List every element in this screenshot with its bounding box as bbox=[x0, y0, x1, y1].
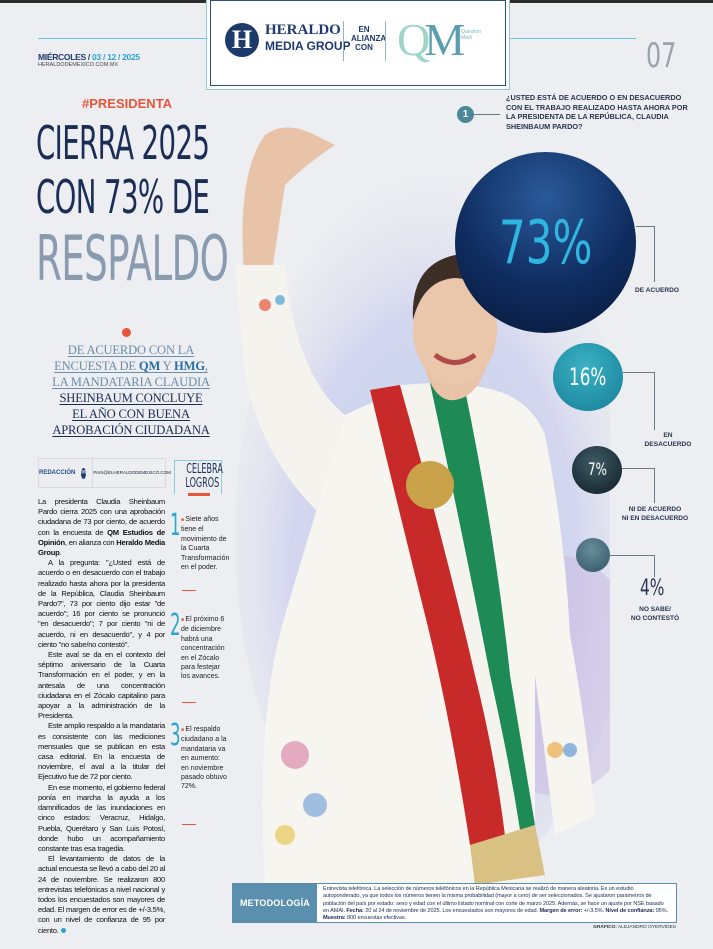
divider bbox=[385, 21, 386, 61]
article-body: La presidenta Claudia Sheinbaum Pardo ci… bbox=[38, 497, 165, 935]
email-icon: ✉ bbox=[81, 467, 87, 479]
result-bubble-no-sabe bbox=[576, 538, 610, 572]
header-rule bbox=[506, 38, 636, 39]
end-mark bbox=[60, 927, 66, 933]
methodology-box: METODOLOGÍA Entrevista telefónica. La se… bbox=[232, 883, 677, 923]
result-label: DE ACUERDO bbox=[634, 287, 680, 294]
headline: CIERRA 2025 CON 73% DE RESPALDO bbox=[36, 116, 229, 295]
heraldo-logo-icon: H bbox=[225, 23, 259, 57]
accent-dot bbox=[122, 328, 131, 337]
alliance-text: EN ALIANZA CON bbox=[351, 25, 387, 52]
result-label: NO SABE/NO CONTESTÓ bbox=[630, 606, 680, 622]
sidebar-title: CELEBRA LOGROS bbox=[174, 460, 223, 496]
author-email[interactable]: PAIS@ELHERALDODEMEXICO.COM bbox=[92, 459, 171, 487]
poll-question: ¿USTED ESTÁ DE ACUERDO O EN DESACUERDO C… bbox=[506, 93, 688, 132]
result-label: NI DE ACUERDO NI EN DESACUERDO bbox=[621, 506, 689, 522]
president-photo bbox=[235, 127, 610, 885]
heraldo-name: HERALDO bbox=[265, 22, 341, 38]
result-bubble-en-desacuerdo: 16% bbox=[553, 343, 623, 411]
qm-logo: QM bbox=[397, 14, 465, 65]
site-url: HERALDODEMEXICO.COM.MX bbox=[38, 62, 119, 68]
byline: REDACCIÓN ✉ PAIS@ELHERALDODEMEXICO.COM bbox=[38, 458, 171, 488]
qm-sub: Question Mark bbox=[461, 29, 482, 41]
methodology-text: Entrevista telefónica. La selección de n… bbox=[323, 886, 669, 922]
author: REDACCIÓN bbox=[39, 470, 76, 476]
subheadline: DE ACUERDO CON LA ENCUESTA DE QM Y HMG, … bbox=[52, 343, 210, 437]
result-bubble-ni-de-acuerdo: 7% bbox=[572, 446, 622, 494]
connector-line bbox=[636, 226, 655, 282]
methodology-label: METODOLOGÍA bbox=[233, 884, 317, 922]
page-number: 07 bbox=[646, 36, 677, 76]
sidebar-item: 2El próximo 6 de diciembre habrá una con… bbox=[170, 611, 228, 703]
heraldo-sub: MEDIA GROUP bbox=[265, 39, 351, 53]
section-tag: #PRESIDENTA bbox=[82, 96, 173, 111]
connector-line bbox=[474, 114, 500, 115]
result-label: EN DESACUERDO bbox=[644, 432, 692, 448]
sidebar-item: 1Siete años tiene el movimiento de la Cu… bbox=[170, 511, 229, 591]
result-bubble-de-acuerdo: 73% bbox=[455, 152, 636, 333]
connector-line bbox=[622, 468, 655, 503]
connector-line bbox=[610, 555, 655, 577]
sidebar-item: 3El respaldo ciudadano a la mandataria v… bbox=[170, 721, 228, 825]
result-value-no-sabe: 4% bbox=[640, 576, 665, 601]
divider bbox=[343, 21, 344, 61]
graphic-credit: GRÁFICO: ALEJANDRO OYERVIDES bbox=[593, 925, 676, 930]
issue-date: MIÉRCOLES / 03 / 12 / 2025 bbox=[38, 52, 140, 62]
header-rule bbox=[38, 38, 210, 39]
question-number-badge: 1 bbox=[457, 106, 474, 123]
connector-line bbox=[623, 372, 655, 430]
header-logo-box: H HERALDO MEDIA GROUP EN ALIANZA CON QM … bbox=[210, 0, 506, 86]
